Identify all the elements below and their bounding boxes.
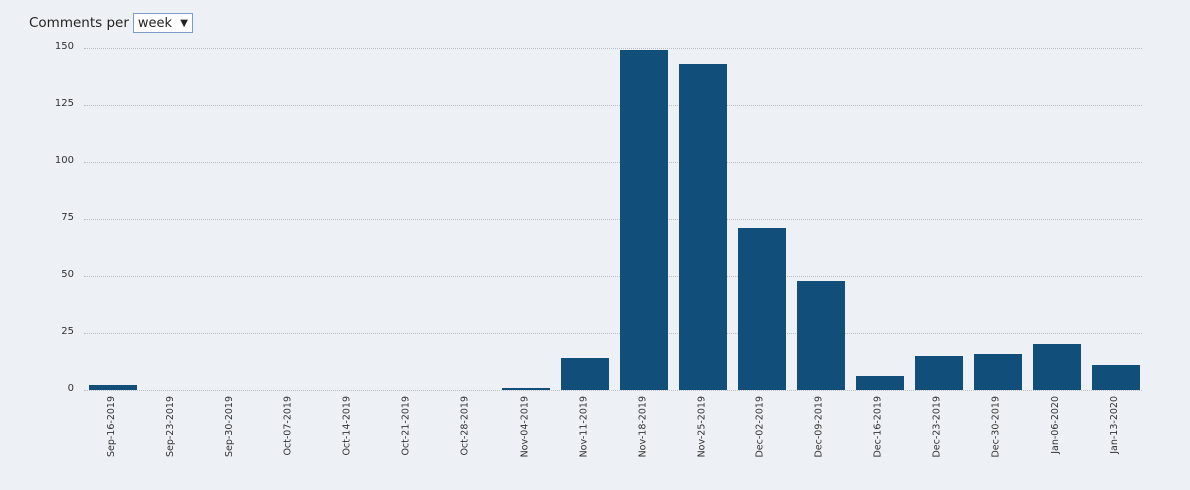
gridline [84,162,1142,163]
aggregation-controls: Comments per week ▼ [29,13,193,33]
gridline [84,48,1142,49]
gridline [84,333,1142,334]
bar[interactable] [620,50,668,390]
x-tick-label: Dec-23-2019 [932,396,943,458]
x-tick-label: Oct-07-2019 [283,396,294,456]
x-tick-label: Oct-14-2019 [342,396,353,456]
bar[interactable] [856,376,904,390]
bar[interactable] [738,228,786,390]
x-tick-label: Oct-28-2019 [460,396,471,456]
x-tick-label: Dec-30-2019 [991,396,1002,458]
x-tick-label: Jan-13-2020 [1109,396,1120,454]
comments-per-label: Comments per [29,15,129,31]
gridline [84,105,1142,106]
x-tick-label: Dec-02-2019 [755,396,766,458]
bar[interactable] [502,387,550,390]
x-tick-label: Nov-11-2019 [578,396,589,458]
y-tick-label: 100 [54,155,74,166]
x-tick-label: Dec-16-2019 [873,396,884,458]
dropdown-arrow-icon: ▼ [180,17,188,29]
x-tick-label: Sep-16-2019 [106,396,117,458]
y-tick-label: 0 [67,383,74,394]
gridline [84,219,1142,220]
bar[interactable] [1092,364,1140,390]
y-tick-label: 75 [61,212,74,223]
period-select-value: week [137,15,173,31]
bar[interactable] [974,353,1022,390]
y-tick-label: 50 [61,269,74,280]
bar[interactable] [561,358,609,390]
bar[interactable] [915,355,963,390]
x-tick-label: Nov-18-2019 [637,396,648,458]
x-tick-label: Sep-30-2019 [224,396,235,458]
bar[interactable] [1033,344,1081,390]
x-tick-label: Jan-06-2020 [1050,396,1061,454]
bar[interactable] [797,280,845,390]
x-tick-label: Dec-09-2019 [814,396,825,458]
gridline [84,390,1142,391]
x-tick-label: Sep-23-2019 [165,396,176,458]
x-tick-label: Nov-25-2019 [696,396,707,458]
y-tick-label: 25 [61,326,74,337]
bar[interactable] [89,385,137,390]
gridline [84,276,1142,277]
bar[interactable] [679,63,727,390]
x-tick-label: Oct-21-2019 [401,396,412,456]
period-select[interactable]: week ▼ [132,13,193,33]
x-tick-label: Nov-04-2019 [519,396,530,458]
y-tick-label: 125 [54,98,74,109]
y-tick-label: 150 [54,41,74,52]
